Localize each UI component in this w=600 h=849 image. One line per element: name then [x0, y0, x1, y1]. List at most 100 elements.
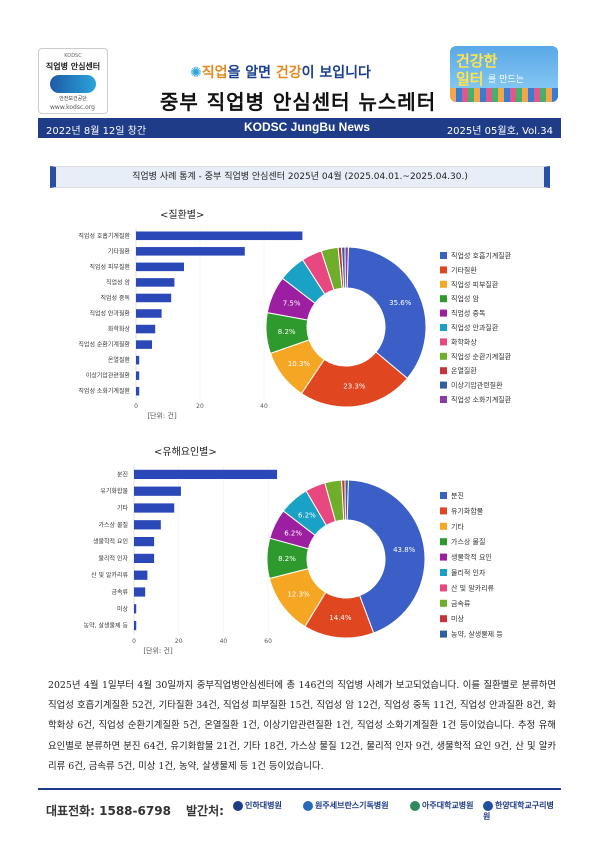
slogan-part-b: 을 알면: [227, 65, 276, 81]
logo-name: 직업병 안심센터: [45, 62, 101, 71]
slice-pct-label: 23.3%: [343, 382, 366, 390]
logo-sub-text: 안전보건공단: [59, 96, 87, 102]
category-label: 산 및 알카리류: [91, 571, 128, 579]
bar: [134, 469, 278, 480]
legend-label: 생물학적 요인: [451, 553, 492, 562]
x-tick-label: 20: [175, 638, 183, 645]
category-label: 유기화합물: [100, 487, 128, 495]
legend-label: 유기화합물: [451, 506, 484, 515]
category-label: 미상: [117, 605, 129, 613]
slogan-part-d: 이 보입니다: [301, 65, 371, 81]
x-tick-label: 0: [134, 403, 138, 410]
logo-emblem-icon: [50, 75, 96, 93]
newsletter-title: 중부 직업병 안심센터 뉴스레터: [160, 90, 437, 114]
wonju-logo-icon: [303, 800, 313, 811]
x-tick-label: 0: [132, 638, 136, 645]
bar: [136, 355, 140, 365]
legend-swatch: [440, 522, 447, 530]
legend-swatch: [440, 367, 447, 375]
legend-swatch: [440, 280, 447, 288]
disease-chart-title: <질환별>: [160, 210, 205, 221]
legend-label: 화학화상: [451, 337, 477, 346]
hospital-name: 한양대학교구리병원: [483, 801, 554, 821]
category-label: 분진: [117, 470, 128, 478]
slice-pct-label: 10.3%: [288, 360, 311, 368]
legend-label: 물리적 인자: [451, 568, 486, 577]
bar: [134, 503, 175, 513]
category-label: 기타질환: [108, 247, 131, 255]
category-label: 금속류: [111, 588, 128, 596]
hospital-name: 아주대학교병원: [422, 801, 474, 810]
hospital-name: 인하대병원: [245, 801, 282, 810]
legend-label: 직업성 소화기계질환: [451, 395, 512, 404]
pie-slice: [300, 351, 409, 408]
x-tick-label: 40: [260, 403, 268, 410]
category-label: 물리적 인자: [98, 554, 128, 562]
slice-pct-label: 35.6%: [389, 299, 412, 307]
legend-swatch: [440, 615, 447, 623]
slice-pct-label: 8.2%: [278, 328, 296, 336]
bar: [134, 486, 181, 496]
hospital-wonju[interactable]: 원주세브란스기독병원: [303, 800, 389, 811]
phone-number[interactable]: 대표전화: 1588-6798: [46, 804, 171, 818]
ajou-logo-icon: [410, 800, 420, 811]
legend-label: 직업성 중독: [451, 309, 486, 318]
inha-logo-icon: [233, 800, 243, 811]
slice-pct-label: 12.3%: [287, 591, 310, 599]
legend-swatch: [440, 309, 447, 317]
bar: [134, 520, 161, 530]
slogan-part-c: 건강: [275, 65, 302, 81]
healthy-workplace-badge: 건강한 일터 를 만드는: [450, 46, 558, 102]
category-label: 기타: [117, 504, 129, 512]
x-tick-label: 20: [196, 403, 204, 410]
legend-swatch: [440, 584, 447, 592]
unit-label: [단위: 건]: [147, 411, 177, 420]
legend-swatch: [440, 381, 447, 389]
badge-line1: 건강한: [456, 52, 498, 70]
badge-line2: 일터: [456, 70, 484, 88]
category-label: 직업성 호흡기계질환: [78, 232, 130, 240]
slice-pct-label: 7.5%: [283, 299, 301, 307]
bar: [136, 309, 162, 318]
legend-label: 기타질환: [451, 265, 477, 274]
bar: [136, 386, 140, 396]
category-label: 직업성 암: [106, 278, 130, 286]
newsletter-header: KODSC 직업병 안심센터 안전보건공단 www.kodsc.org ✺직업을…: [0, 0, 600, 118]
pie-slice: [346, 246, 427, 380]
hospital-ajou[interactable]: 아주대학교병원: [410, 800, 474, 811]
slice-pct-label: 6.2%: [284, 529, 302, 537]
bar: [134, 536, 155, 547]
bar: [134, 570, 148, 580]
pie-slice: [346, 479, 426, 634]
pie-slice: [344, 246, 349, 289]
hospital-hanyang[interactable]: 한양대학교구리병원: [483, 800, 561, 822]
legend-label: 직업성 안과질환: [451, 323, 499, 332]
legend-label: 미상: [451, 614, 464, 623]
category-label: 직업성 소화기계질환: [78, 387, 130, 395]
legend-swatch: [440, 507, 447, 515]
legend-swatch: [440, 338, 447, 346]
category-label: 직업성 안과질환: [89, 310, 130, 318]
logo-url[interactable]: www.kodsc.org: [50, 104, 95, 111]
x-tick-label: 60: [264, 638, 272, 645]
legend-swatch: [440, 324, 447, 331]
slice-pct-label: 6.2%: [298, 511, 316, 519]
slice-pct-label: 8.2%: [278, 555, 296, 563]
legend-label: 농약, 살생물제 등: [451, 630, 503, 639]
slogan-part-a: 직업: [201, 65, 228, 81]
slogan: ✺직업을 알면 건강이 보입니다: [190, 62, 371, 82]
legend-label: 금속류: [451, 600, 471, 608]
hospital-inha[interactable]: 인하대병원: [233, 800, 282, 811]
legend-label: 직업성 피부질환: [451, 280, 499, 289]
newsletter-name: KODSC JungBu News: [244, 120, 371, 134]
category-label: 농약, 살생물제 등: [84, 622, 129, 630]
legend-swatch: [440, 492, 447, 499]
kodsc-logo[interactable]: KODSC 직업병 안심센터 안전보건공단: [38, 48, 108, 114]
legend-label: 이상기압관련질환: [451, 381, 503, 390]
category-label: 직업성 중독: [100, 294, 130, 302]
legend-label: 기타: [451, 522, 464, 531]
issue-band: 2022년 8월 12일 창간 KODSC JungBu News 2025년 …: [38, 118, 561, 138]
